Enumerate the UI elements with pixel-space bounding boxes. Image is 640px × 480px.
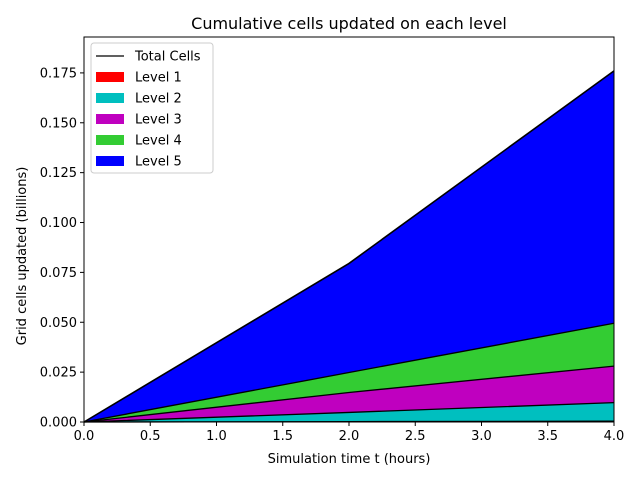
x-tick-label: 3.0 — [471, 429, 492, 444]
y-tick-label: 0.050 — [40, 316, 77, 331]
legend-label: Total Cells — [134, 50, 201, 65]
x-tick-label: 3.5 — [537, 429, 558, 444]
legend: Total Cells Level 1 Level 2 Level 3 Level 4 L… — [90, 42, 214, 174]
legend-label: Level 4 — [135, 134, 182, 149]
x-tick-label: 4.0 — [604, 429, 625, 444]
area-level-5 — [84, 70, 614, 422]
axes-layer: 0.0 0.5 1.0 1.5 2.0 2.5 3.0 3.5 4.0 0.000 0.025 0.0… — [40, 36, 625, 444]
boundary-line-4 — [83, 322, 615, 423]
y-tick-label: 0.025 — [40, 366, 77, 381]
x-tick-label: 2.0 — [339, 429, 360, 444]
boundary-line-3 — [83, 365, 615, 423]
legend-label: Level 1 — [135, 71, 182, 86]
legend-label: Level 2 — [135, 92, 182, 107]
x-tick-label: 1.0 — [206, 429, 227, 444]
area-level-2 — [84, 402, 614, 422]
area-level-3 — [84, 366, 614, 422]
legend-swatch-level-3 — [96, 114, 124, 124]
x-tick-label: 1.5 — [272, 429, 293, 444]
legend-swatch-level-2 — [96, 93, 124, 103]
y-tick-label: 0.175 — [40, 66, 77, 81]
y-tick-label: 0.125 — [40, 166, 77, 181]
total-cells-line — [83, 70, 615, 423]
x-tick-label: 0.5 — [140, 429, 161, 444]
x-tick-label: 2.5 — [405, 429, 426, 444]
y-tick-label: 0.075 — [40, 266, 77, 281]
y-tick-label: 0.100 — [40, 216, 77, 231]
legend-swatch-level-4 — [96, 135, 124, 145]
y-axis-label: Grid cells updated (billions) — [15, 167, 30, 346]
legend-swatch-level-1 — [96, 72, 124, 82]
chart-title: Cumulative cells updated on each level — [191, 14, 507, 33]
x-axis-label: Simulation time t (hours) — [268, 452, 431, 467]
legend-label: Level 3 — [135, 113, 182, 128]
y-tick-label: 0.150 — [40, 116, 77, 131]
y-tick-label: 0.000 — [40, 416, 77, 431]
boundary-line-2 — [83, 402, 615, 423]
legend-label: Level 5 — [135, 155, 182, 170]
x-tick-label: 0.0 — [74, 429, 95, 444]
legend-swatch-level-5 — [96, 156, 124, 166]
